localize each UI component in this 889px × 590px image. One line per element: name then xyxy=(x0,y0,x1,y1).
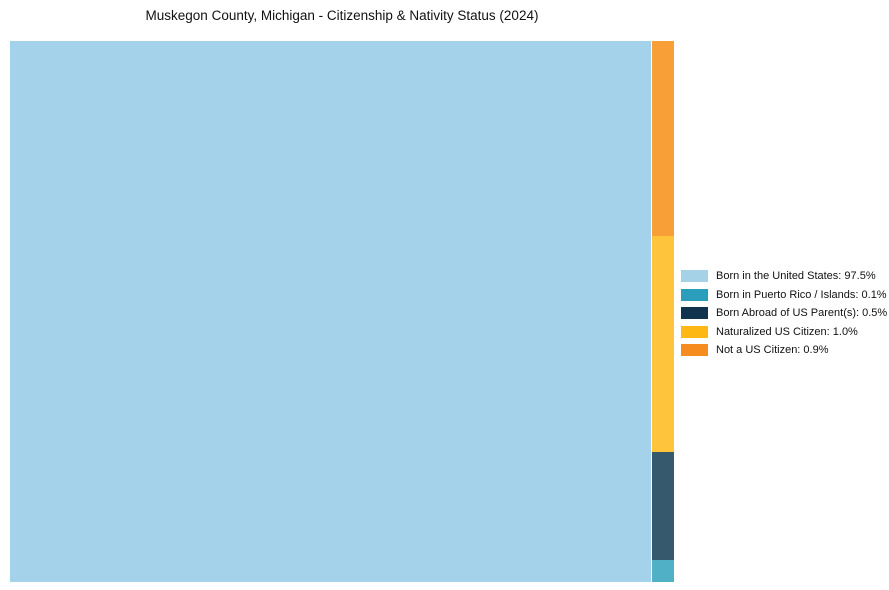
legend-swatch-born-abroad-of-us-parent-s xyxy=(681,307,708,320)
treemap-tile-born-in-the-united-states xyxy=(10,41,651,582)
legend-swatch-born-in-the-united-states xyxy=(681,270,708,283)
legend-label: Naturalized US Citizen: 1.0% xyxy=(716,325,858,338)
legend-swatch-naturalized-us-citizen xyxy=(681,325,708,338)
legend-item-naturalized-us-citizen: Naturalized US Citizen: 1.0% xyxy=(681,323,887,342)
legend-item-born-abroad-of-us-parent-s: Born Abroad of US Parent(s): 0.5% xyxy=(681,304,887,323)
legend-swatch-not-a-us-citizen xyxy=(681,344,708,357)
chart-title: Muskegon County, Michigan - Citizenship … xyxy=(145,8,539,23)
treemap-tile-born-abroad-of-us-parent-s xyxy=(652,452,674,561)
treemap xyxy=(10,41,674,582)
legend-label: Not a US Citizen: 0.9% xyxy=(716,344,829,357)
legend-label: Born Abroad of US Parent(s): 0.5% xyxy=(716,307,888,320)
legend-label: Born in Puerto Rico / Islands: 0.1% xyxy=(716,288,887,301)
legend-swatch-born-in-puerto-rico-islands xyxy=(681,288,708,301)
legend-label: Born in the United States: 97.5% xyxy=(716,270,876,283)
treemap-tile-naturalized-us-citizen xyxy=(652,235,674,453)
treemap-tile-not-a-us-citizen xyxy=(652,41,674,236)
legend: Born in the United States: 97.5% Born in … xyxy=(681,267,887,360)
legend-item-not-a-us-citizen: Not a US Citizen: 0.9% xyxy=(681,341,887,360)
legend-item-born-in-the-united-states: Born in the United States: 97.5% xyxy=(681,267,887,286)
legend-item-born-in-puerto-rico-islands: Born in Puerto Rico / Islands: 0.1% xyxy=(681,286,887,305)
treemap-tile-born-in-puerto-rico-islands xyxy=(652,560,674,582)
